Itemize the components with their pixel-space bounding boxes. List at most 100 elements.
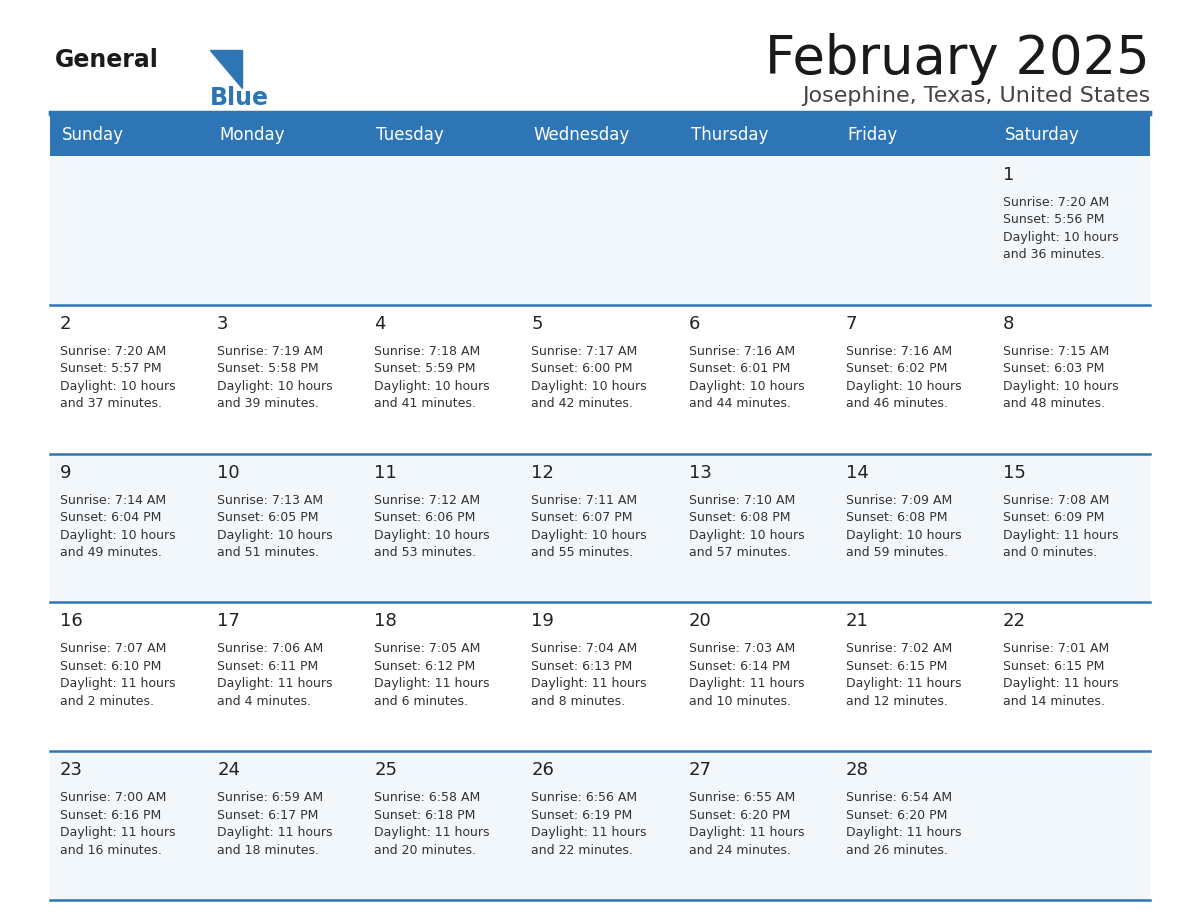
Text: 2: 2 <box>61 315 71 333</box>
Text: Daylight: 11 hours: Daylight: 11 hours <box>1003 529 1118 542</box>
Text: 4: 4 <box>374 315 386 333</box>
Text: Daylight: 11 hours: Daylight: 11 hours <box>846 826 961 839</box>
Text: Sunset: 6:01 PM: Sunset: 6:01 PM <box>689 363 790 375</box>
Text: and 22 minutes.: and 22 minutes. <box>531 844 633 856</box>
Bar <box>50 305 1150 453</box>
Text: Sunrise: 6:54 AM: Sunrise: 6:54 AM <box>846 791 952 804</box>
Text: and 59 minutes.: and 59 minutes. <box>846 546 948 559</box>
Bar <box>50 751 1150 900</box>
Text: 23: 23 <box>61 761 83 779</box>
Text: Sunrise: 7:20 AM: Sunrise: 7:20 AM <box>1003 196 1110 209</box>
Text: Sunset: 6:16 PM: Sunset: 6:16 PM <box>61 809 162 822</box>
Text: Daylight: 10 hours: Daylight: 10 hours <box>846 529 961 542</box>
Text: Sunrise: 7:13 AM: Sunrise: 7:13 AM <box>217 494 323 507</box>
Text: Daylight: 10 hours: Daylight: 10 hours <box>374 529 489 542</box>
Text: and 8 minutes.: and 8 minutes. <box>531 695 626 708</box>
Text: Sunset: 6:07 PM: Sunset: 6:07 PM <box>531 511 633 524</box>
Text: Sunrise: 7:00 AM: Sunrise: 7:00 AM <box>61 791 166 804</box>
Text: and 37 minutes.: and 37 minutes. <box>61 397 162 410</box>
Text: Saturday: Saturday <box>1005 126 1080 144</box>
Text: Sunset: 6:09 PM: Sunset: 6:09 PM <box>1003 511 1104 524</box>
Text: 5: 5 <box>531 315 543 333</box>
Text: Monday: Monday <box>219 126 285 144</box>
Text: and 12 minutes.: and 12 minutes. <box>846 695 948 708</box>
Text: Sunrise: 7:10 AM: Sunrise: 7:10 AM <box>689 494 795 507</box>
Bar <box>50 156 1150 305</box>
Text: 18: 18 <box>374 612 397 631</box>
Text: Daylight: 10 hours: Daylight: 10 hours <box>689 529 804 542</box>
Text: Sunrise: 7:03 AM: Sunrise: 7:03 AM <box>689 643 795 655</box>
Text: Sunset: 6:03 PM: Sunset: 6:03 PM <box>1003 363 1104 375</box>
Bar <box>50 114 207 156</box>
Text: Sunset: 5:59 PM: Sunset: 5:59 PM <box>374 363 475 375</box>
Text: Friday: Friday <box>848 126 898 144</box>
Text: 11: 11 <box>374 464 397 482</box>
Text: and 26 minutes.: and 26 minutes. <box>846 844 948 856</box>
Text: General: General <box>55 48 159 72</box>
Text: Sunset: 5:58 PM: Sunset: 5:58 PM <box>217 363 318 375</box>
Text: February 2025: February 2025 <box>765 33 1150 85</box>
Text: 19: 19 <box>531 612 555 631</box>
Text: Daylight: 10 hours: Daylight: 10 hours <box>61 380 176 393</box>
Text: Sunset: 6:06 PM: Sunset: 6:06 PM <box>374 511 475 524</box>
Text: Sunrise: 6:58 AM: Sunrise: 6:58 AM <box>374 791 480 804</box>
Text: Sunrise: 7:04 AM: Sunrise: 7:04 AM <box>531 643 638 655</box>
Text: Sunrise: 7:20 AM: Sunrise: 7:20 AM <box>61 345 166 358</box>
Text: 22: 22 <box>1003 612 1026 631</box>
Text: Sunday: Sunday <box>62 126 124 144</box>
Text: and 20 minutes.: and 20 minutes. <box>374 844 476 856</box>
Text: and 49 minutes.: and 49 minutes. <box>61 546 162 559</box>
Bar <box>365 114 522 156</box>
Text: and 55 minutes.: and 55 minutes. <box>531 546 633 559</box>
Text: 21: 21 <box>846 612 868 631</box>
Text: 24: 24 <box>217 761 240 779</box>
Text: Daylight: 11 hours: Daylight: 11 hours <box>531 826 647 839</box>
Text: and 6 minutes.: and 6 minutes. <box>374 695 468 708</box>
Text: Sunrise: 7:06 AM: Sunrise: 7:06 AM <box>217 643 323 655</box>
Text: Daylight: 10 hours: Daylight: 10 hours <box>217 380 333 393</box>
Text: and 44 minutes.: and 44 minutes. <box>689 397 790 410</box>
Text: Sunrise: 7:09 AM: Sunrise: 7:09 AM <box>846 494 952 507</box>
Text: Sunset: 6:00 PM: Sunset: 6:00 PM <box>531 363 633 375</box>
Text: Sunrise: 7:16 AM: Sunrise: 7:16 AM <box>689 345 795 358</box>
Text: Sunset: 6:05 PM: Sunset: 6:05 PM <box>217 511 318 524</box>
Text: and 42 minutes.: and 42 minutes. <box>531 397 633 410</box>
Text: and 14 minutes.: and 14 minutes. <box>1003 695 1105 708</box>
Text: and 48 minutes.: and 48 minutes. <box>1003 397 1105 410</box>
Text: and 41 minutes.: and 41 minutes. <box>374 397 476 410</box>
Text: 16: 16 <box>61 612 83 631</box>
Text: and 2 minutes.: and 2 minutes. <box>61 695 154 708</box>
Text: 1: 1 <box>1003 166 1015 184</box>
Text: 6: 6 <box>689 315 700 333</box>
Text: Daylight: 11 hours: Daylight: 11 hours <box>689 826 804 839</box>
Text: 10: 10 <box>217 464 240 482</box>
Text: Sunrise: 7:01 AM: Sunrise: 7:01 AM <box>1003 643 1110 655</box>
Text: Daylight: 11 hours: Daylight: 11 hours <box>689 677 804 690</box>
Text: Daylight: 11 hours: Daylight: 11 hours <box>846 677 961 690</box>
Text: 28: 28 <box>846 761 868 779</box>
Bar <box>522 114 678 156</box>
Bar <box>993 114 1150 156</box>
Text: Thursday: Thursday <box>690 126 767 144</box>
Text: Sunrise: 6:59 AM: Sunrise: 6:59 AM <box>217 791 323 804</box>
Text: Daylight: 10 hours: Daylight: 10 hours <box>61 529 176 542</box>
Text: 13: 13 <box>689 464 712 482</box>
Text: 12: 12 <box>531 464 555 482</box>
Text: and 24 minutes.: and 24 minutes. <box>689 844 790 856</box>
Text: Daylight: 11 hours: Daylight: 11 hours <box>217 677 333 690</box>
Text: and 16 minutes.: and 16 minutes. <box>61 844 162 856</box>
Text: Daylight: 11 hours: Daylight: 11 hours <box>531 677 647 690</box>
Text: Daylight: 10 hours: Daylight: 10 hours <box>531 380 647 393</box>
Text: Daylight: 10 hours: Daylight: 10 hours <box>1003 380 1118 393</box>
Text: and 36 minutes.: and 36 minutes. <box>1003 249 1105 262</box>
Text: Daylight: 11 hours: Daylight: 11 hours <box>1003 677 1118 690</box>
Text: Daylight: 10 hours: Daylight: 10 hours <box>374 380 489 393</box>
Text: Sunrise: 7:11 AM: Sunrise: 7:11 AM <box>531 494 638 507</box>
Text: Sunset: 6:11 PM: Sunset: 6:11 PM <box>217 660 318 673</box>
Text: Sunset: 6:02 PM: Sunset: 6:02 PM <box>846 363 947 375</box>
Text: Daylight: 10 hours: Daylight: 10 hours <box>217 529 333 542</box>
Text: 3: 3 <box>217 315 228 333</box>
Text: Sunset: 6:19 PM: Sunset: 6:19 PM <box>531 809 633 822</box>
Text: Sunrise: 7:14 AM: Sunrise: 7:14 AM <box>61 494 166 507</box>
Text: Sunset: 6:04 PM: Sunset: 6:04 PM <box>61 511 162 524</box>
